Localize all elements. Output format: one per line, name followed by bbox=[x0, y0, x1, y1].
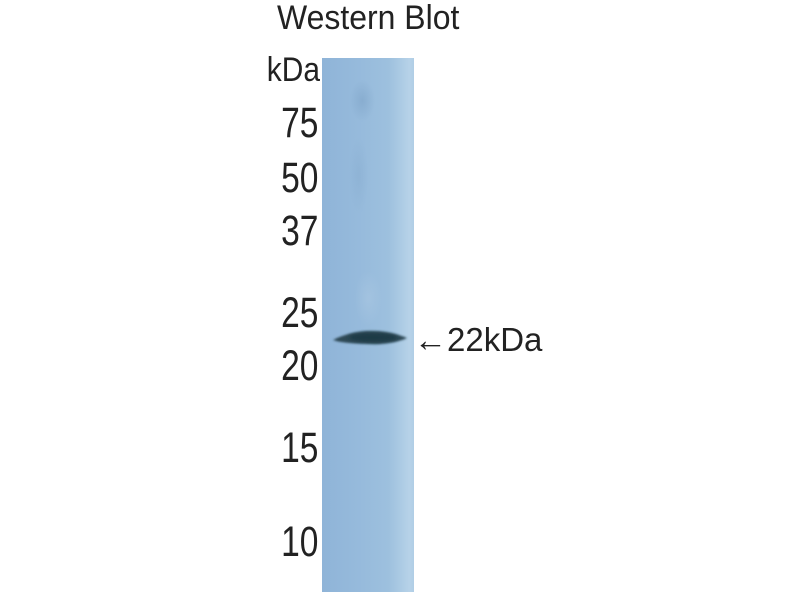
band-core bbox=[349, 333, 397, 342]
marker-label-75: 75 bbox=[281, 99, 319, 147]
band-annotation-label: 22kDa bbox=[447, 321, 543, 358]
blot-lane bbox=[322, 58, 414, 592]
kda-unit-label: kDa bbox=[266, 51, 320, 89]
protein-band bbox=[333, 331, 407, 345]
marker-label-15: 15 bbox=[281, 424, 319, 472]
marker-label-37: 37 bbox=[281, 207, 319, 255]
marker-label-50: 50 bbox=[281, 154, 319, 202]
figure-title: Western Blot bbox=[277, 0, 460, 37]
marker-label-10: 10 bbox=[281, 518, 319, 566]
arrow-left-icon: ← bbox=[414, 321, 447, 358]
marker-label-20: 20 bbox=[281, 342, 319, 390]
band-annotation: ←22kDa bbox=[414, 318, 542, 362]
marker-label-25: 25 bbox=[281, 289, 319, 337]
